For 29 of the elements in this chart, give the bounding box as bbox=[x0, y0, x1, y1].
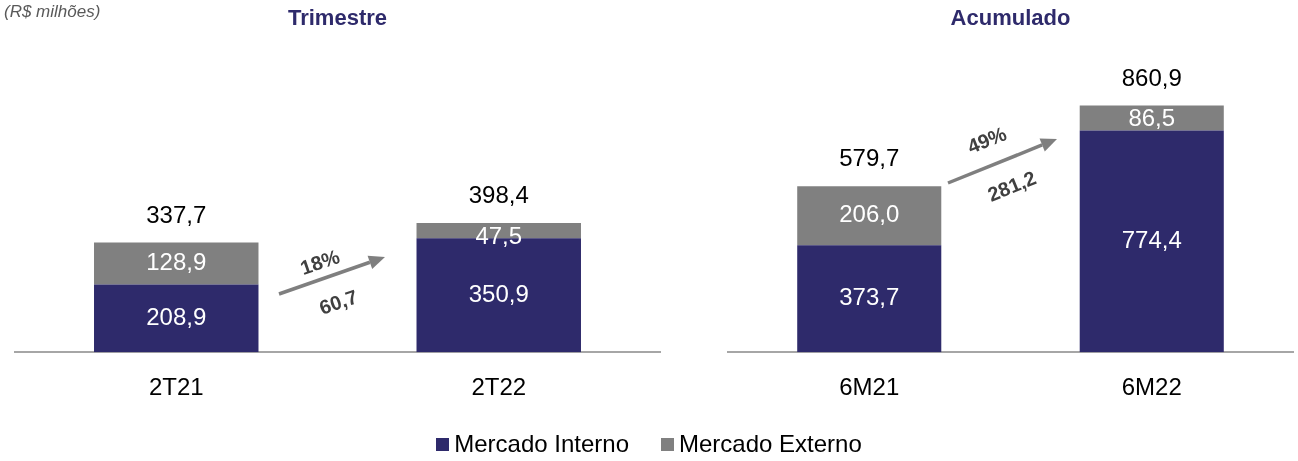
data-label: 774,4 bbox=[1121, 225, 1182, 253]
x-tick-label: 2T21 bbox=[148, 373, 204, 401]
data-label: 128,9 bbox=[146, 248, 207, 276]
annotation: 281,2 bbox=[984, 165, 1040, 207]
chart-subtitle: (R$ milhões) bbox=[4, 2, 101, 22]
x-tick-label: 6M21 bbox=[839, 373, 900, 401]
data-label: 206,0 bbox=[839, 200, 900, 228]
bar bbox=[94, 284, 259, 353]
total-label: 337,7 bbox=[146, 200, 207, 228]
data-label: 350,9 bbox=[468, 279, 529, 307]
chart-title: Acumulado bbox=[950, 5, 1071, 31]
chart-title: Trimestre bbox=[287, 5, 388, 31]
x-tick-label: 2T22 bbox=[471, 373, 527, 401]
annotation: 18% bbox=[297, 244, 343, 280]
total-label: 398,4 bbox=[468, 180, 529, 208]
annotation: 60,7 bbox=[315, 284, 361, 320]
bar bbox=[797, 186, 942, 246]
legend-label: Mercado Externo bbox=[679, 430, 862, 457]
bar bbox=[797, 245, 942, 353]
bar bbox=[1079, 130, 1224, 353]
x-tick-label: 6M22 bbox=[1121, 373, 1182, 401]
bar bbox=[94, 242, 259, 285]
total-label: 860,9 bbox=[1121, 63, 1182, 91]
data-label: 208,9 bbox=[146, 302, 207, 330]
data-label: 86,5 bbox=[1128, 104, 1176, 132]
data-label: 373,7 bbox=[839, 283, 900, 311]
legend-label: Mercado Interno bbox=[454, 430, 629, 457]
annotation: 49% bbox=[964, 121, 1010, 159]
total-label: 579,7 bbox=[839, 144, 900, 172]
